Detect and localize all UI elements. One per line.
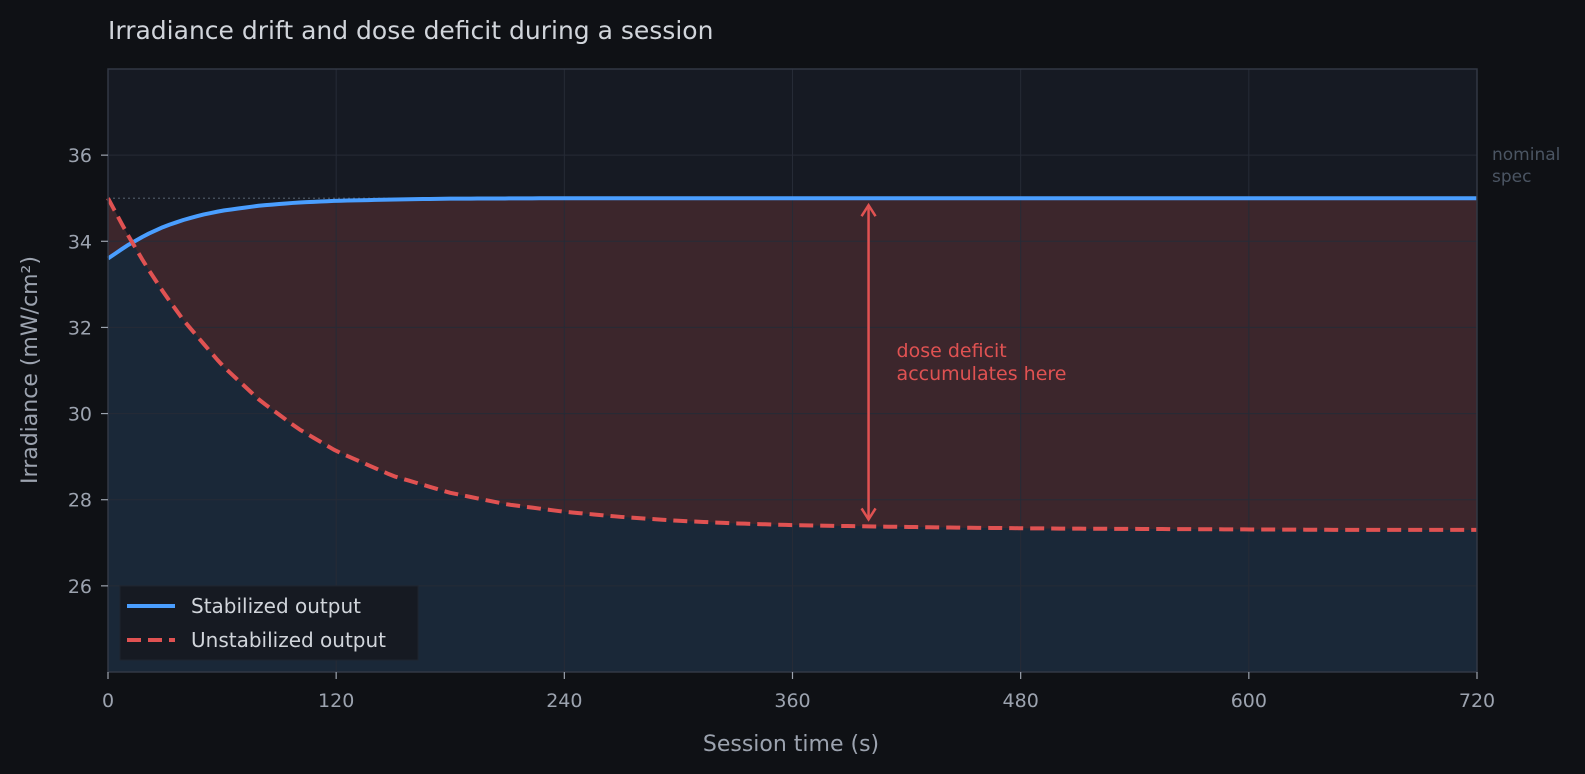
y-axis-label: Irradiance (mW/cm²)	[18, 256, 43, 484]
y-tick-label: 28	[68, 490, 92, 512]
legend-label: Stabilized output	[191, 594, 361, 618]
unstabilized-output-line	[106, 197, 1477, 532]
deficit-arrow-head-top	[860, 202, 877, 217]
deficit-annotation-text: dose deficit	[897, 340, 1007, 362]
y-tick-label: 30	[68, 404, 92, 426]
legend-label: Unstabilized output	[191, 628, 386, 652]
x-tick-label: 0	[102, 690, 114, 712]
deficit-annotation-text: accumulates here	[897, 363, 1067, 385]
legend-box	[119, 585, 419, 661]
x-tick-label: 360	[774, 690, 810, 712]
x-tick-label: 120	[318, 690, 354, 712]
y-axis-ticks: 26 28 30 32 34 36	[68, 145, 108, 598]
nominal-spec-label: nominal	[1492, 145, 1560, 165]
nominal-spec-label: spec	[1492, 167, 1531, 187]
x-axis-ticks: 0 120 240 360 480 600 720	[102, 672, 1495, 712]
deficit-arrow-head-bottom	[860, 507, 877, 522]
legend: Stabilized output Unstabilized output	[119, 585, 419, 661]
stabilized-output-line	[106, 196, 1477, 261]
x-tick-label: 240	[546, 690, 582, 712]
gridlines	[108, 69, 1477, 672]
series-lines	[106, 196, 1477, 532]
x-tick-label: 600	[1231, 690, 1267, 712]
x-tick-label: 720	[1459, 690, 1495, 712]
chart-title: Irradiance drift and dose deficit during…	[108, 16, 713, 45]
y-tick-label: 34	[68, 231, 92, 253]
x-tick-label: 480	[1003, 690, 1039, 712]
x-axis-label: Session time (s)	[703, 732, 879, 757]
y-tick-label: 36	[68, 145, 92, 167]
y-tick-label: 26	[68, 576, 92, 598]
y-tick-label: 32	[68, 317, 92, 339]
